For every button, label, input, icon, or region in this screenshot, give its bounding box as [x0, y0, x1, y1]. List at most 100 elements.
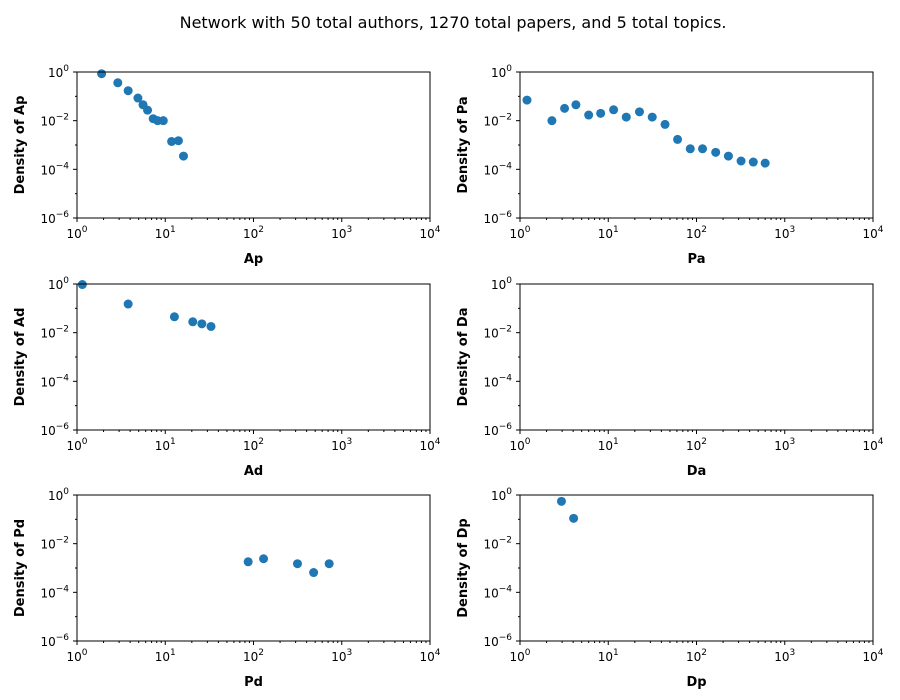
y-axis-label: Density of Pd: [13, 519, 28, 617]
y-axis: 100 10−2 10−4 10−6: [483, 64, 520, 226]
x-tick-label: 102: [243, 225, 264, 241]
x-tick-label: 100: [66, 437, 87, 453]
y-tick-label: 10−4: [40, 161, 69, 177]
data-point: [711, 147, 721, 157]
x-axis-label: Da: [687, 464, 707, 479]
data-point: [169, 312, 179, 322]
x-tick-label: 101: [155, 225, 176, 241]
data-point: [685, 144, 695, 154]
x-tick-label: 104: [419, 225, 440, 241]
x-tick-label: 101: [598, 225, 619, 241]
x-tick-label: 103: [774, 648, 795, 664]
data-point: [123, 86, 133, 96]
data-point: [584, 110, 594, 120]
data-point: [547, 116, 557, 126]
data-point: [167, 136, 177, 146]
data-point: [259, 554, 269, 564]
y-tick-label: 10−4: [483, 161, 512, 177]
x-axis-label: Pa: [688, 252, 706, 267]
data-point: [647, 112, 657, 122]
x-axis: 100 101 102 103 104: [66, 218, 441, 241]
x-tick-label: 103: [331, 648, 352, 664]
y-tick-label: 100: [491, 276, 512, 292]
y-axis: 100 10−2 10−4 10−6: [483, 276, 520, 438]
y-tick-label: 10−6: [483, 210, 512, 226]
data-point: [309, 568, 319, 578]
y-axis-label: Density of Pa: [456, 96, 471, 193]
x-tick-label: 100: [509, 648, 530, 664]
data-point: [133, 93, 143, 103]
x-axis: 100 101 102 103 104: [66, 430, 441, 453]
y-tick-label: 10−4: [40, 584, 69, 600]
data-point: [292, 559, 302, 569]
subplot-dp: 100 101 102 103 104 100 10−2 10−4 10−6 Dp Density …: [456, 487, 884, 690]
y-tick-label: 10−6: [40, 210, 69, 226]
x-axis-label: Ap: [244, 252, 263, 267]
x-tick-label: 102: [686, 437, 707, 453]
y-tick-label: 10−2: [483, 536, 512, 552]
data-point: [560, 103, 570, 113]
x-tick-label: 104: [862, 437, 883, 453]
plot-frame: [519, 283, 874, 431]
data-point: [77, 280, 87, 290]
data-point: [243, 557, 253, 567]
data-point: [660, 119, 670, 129]
x-tick-label: 103: [331, 437, 352, 453]
x-tick-label: 101: [155, 648, 176, 664]
y-tick-label: 10−6: [40, 422, 69, 438]
series-points: [522, 95, 770, 168]
x-tick-label: 101: [598, 648, 619, 664]
data-point: [723, 151, 733, 161]
x-tick-label: 101: [155, 437, 176, 453]
data-point: [698, 144, 708, 154]
x-tick-label: 104: [419, 437, 440, 453]
subplot-ad: 100 101 102 103 104 100 10−2 10−4 10−6 Ad Density …: [13, 276, 441, 479]
y-tick-label: 10−2: [40, 113, 69, 129]
x-tick-label: 100: [66, 648, 87, 664]
x-axis: 100 101 102 103 104: [509, 430, 884, 453]
plot-frame: [519, 71, 874, 219]
y-tick-label: 100: [48, 276, 69, 292]
x-axis: 100 101 102 103 104: [66, 641, 441, 664]
y-axis: 100 10−2 10−4 10−6: [40, 487, 77, 649]
data-point: [621, 112, 631, 122]
y-tick-label: 10−4: [483, 373, 512, 389]
x-axis-label: Dp: [686, 675, 706, 690]
subplot-pa: 100 101 102 103 104 100 10−2 10−4 10−6 Pa Density …: [456, 64, 884, 267]
x-axis-label: Ad: [244, 464, 263, 479]
x-tick-label: 104: [862, 648, 883, 664]
x-tick-label: 102: [243, 648, 264, 664]
data-point: [97, 69, 107, 79]
x-tick-label: 104: [419, 648, 440, 664]
data-point: [143, 105, 153, 115]
data-point: [158, 116, 168, 126]
data-point: [197, 319, 207, 329]
data-point: [596, 108, 606, 118]
data-point: [173, 136, 183, 146]
x-tick-label: 100: [66, 225, 87, 241]
x-tick-label: 103: [774, 437, 795, 453]
y-tick-label: 10−4: [40, 373, 69, 389]
y-tick-label: 100: [491, 487, 512, 503]
data-point: [609, 105, 619, 115]
x-tick-label: 103: [331, 225, 352, 241]
data-point: [188, 317, 198, 327]
figure-title: Network with 50 total authors, 1270 tota…: [180, 13, 727, 32]
data-point: [748, 157, 758, 167]
data-point: [760, 158, 770, 168]
y-tick-label: 10−6: [40, 633, 69, 649]
y-tick-label: 10−2: [483, 325, 512, 341]
data-point: [113, 78, 123, 88]
y-tick-label: 10−4: [483, 584, 512, 600]
x-tick-label: 101: [598, 437, 619, 453]
y-tick-label: 10−6: [483, 633, 512, 649]
x-tick-label: 102: [686, 225, 707, 241]
y-tick-label: 10−2: [40, 536, 69, 552]
data-point: [206, 321, 216, 331]
data-point: [736, 156, 746, 166]
data-point: [673, 134, 683, 144]
x-tick-label: 102: [243, 437, 264, 453]
data-point: [179, 151, 189, 161]
series-points: [556, 496, 579, 523]
